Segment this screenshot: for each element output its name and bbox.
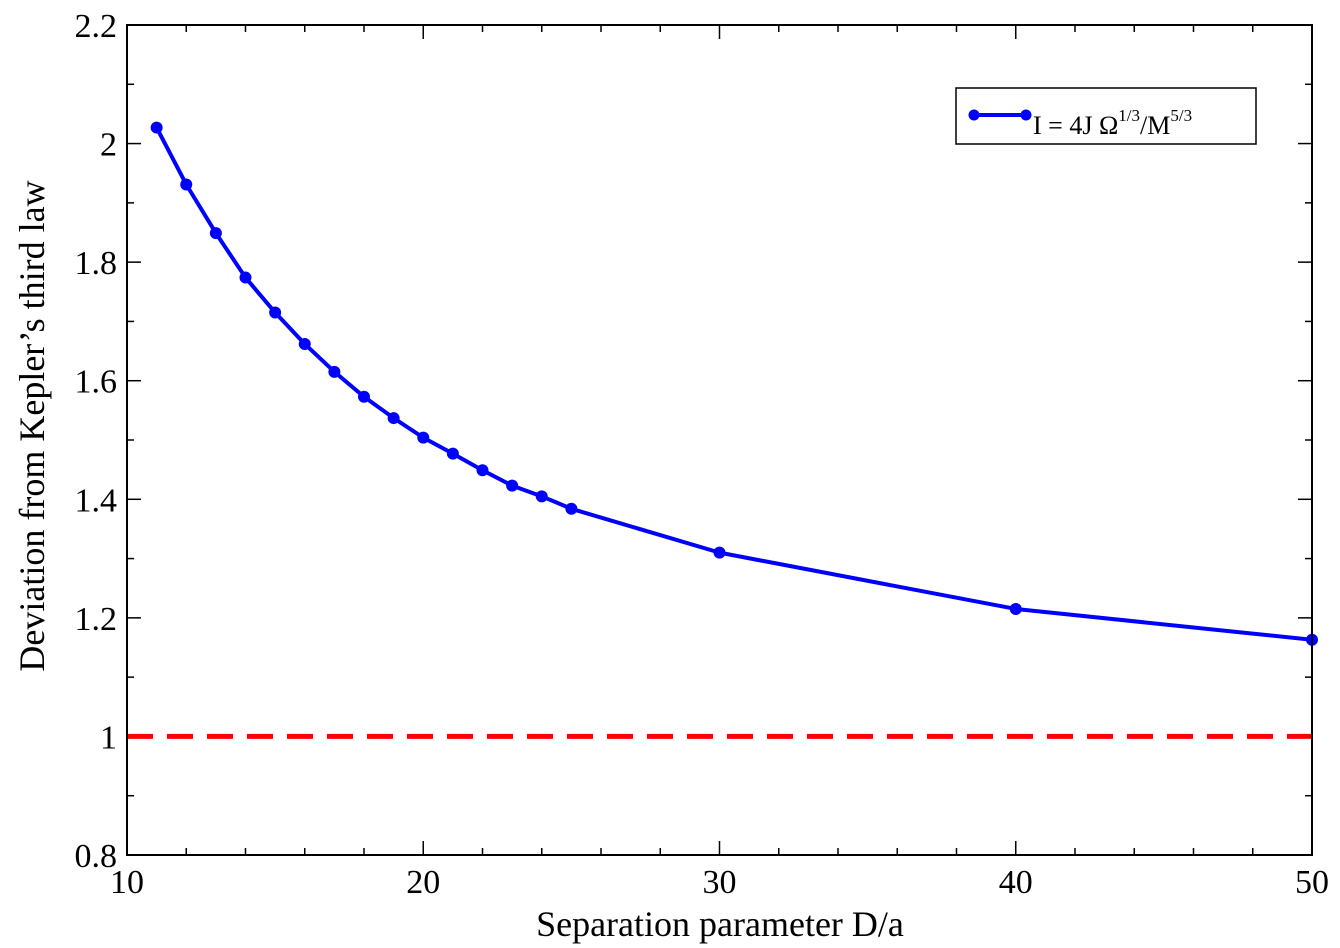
data-point: [269, 306, 282, 319]
legend-marker-left: [968, 109, 980, 121]
data-point: [446, 447, 459, 460]
x-tick-label: 30: [703, 864, 737, 901]
data-point: [417, 431, 430, 444]
data-point: [535, 490, 548, 503]
legend-label-mid: /M: [1140, 111, 1170, 140]
x-tick-label: 10: [110, 864, 144, 901]
legend-label-sup2: 5/3: [1170, 106, 1192, 125]
plot-frame: [126, 24, 1313, 856]
y-axis-title: Deviation from Kepler’s third law: [12, 180, 52, 671]
data-point: [713, 546, 726, 559]
legend: I = 4J Ω1/3/M5/3: [955, 87, 1257, 145]
data-point: [209, 227, 222, 240]
data-point: [1009, 602, 1022, 615]
series-layer: [127, 121, 1318, 739]
y-tick-label: 2.2: [75, 8, 118, 45]
x-tick-label: 50: [1295, 864, 1329, 901]
data-point: [328, 365, 341, 378]
legend-label-sup1: 1/3: [1118, 106, 1140, 125]
data-point: [150, 121, 163, 134]
axis-ticks: [126, 24, 1313, 856]
legend-marker-right: [1020, 109, 1032, 121]
data-point: [239, 271, 252, 284]
data-point: [180, 178, 193, 191]
y-tick-label: 2: [100, 127, 117, 164]
legend-label-base: I = 4J Ω: [1033, 111, 1118, 140]
series-line: [154, 126, 1313, 642]
x-tick-label: 20: [406, 864, 440, 901]
x-axis-title: Separation parameter D/a: [536, 904, 904, 944]
data-point: [476, 464, 489, 477]
data-point: [506, 479, 519, 492]
data-point: [298, 337, 311, 350]
y-tick-label: 1: [100, 719, 117, 756]
x-tick-label: 40: [999, 864, 1033, 901]
data-point: [358, 390, 370, 403]
tick-labels: 10 20 30 40 50 0.8 1 1.2 1.4 1.6 1.8 2 2.2: [75, 8, 1330, 901]
y-tick-label: 1.8: [75, 245, 118, 282]
y-tick-label: 1.6: [75, 364, 118, 401]
legend-label: I = 4J Ω1/3/M5/3: [1033, 106, 1192, 140]
y-tick-label: 1.2: [75, 601, 118, 638]
data-point: [565, 502, 578, 515]
y-tick-label: 1.4: [75, 482, 118, 519]
y-tick-label: 0.8: [75, 838, 118, 875]
data-point: [387, 412, 400, 425]
